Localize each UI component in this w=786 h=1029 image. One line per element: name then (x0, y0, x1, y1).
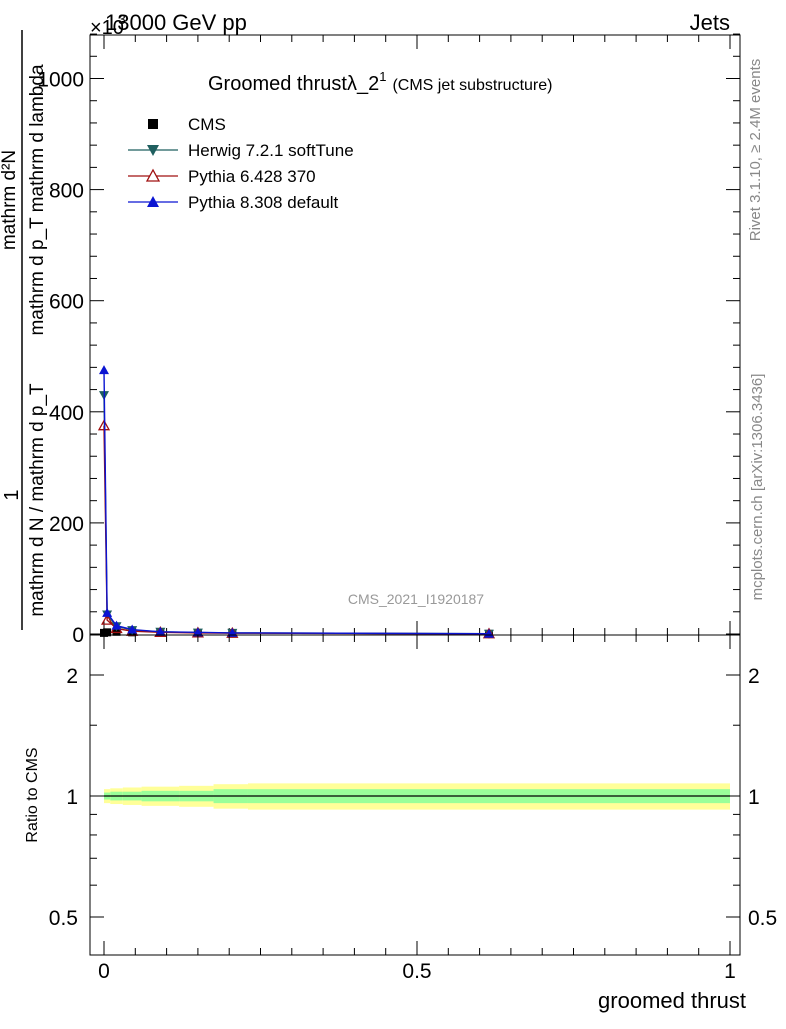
main-y-tick-label: 1000 (37, 69, 84, 92)
process-label: Jets (690, 10, 730, 35)
legend-item: Herwig 7.2.1 softTune (128, 141, 354, 160)
main-panel: 0 200 400 600 800 1000 Groomed thrustλ_21 (CMS… (37, 33, 741, 647)
x-tick-label: 0.5 (402, 960, 431, 983)
legend-label: Herwig 7.2.1 softTune (188, 141, 354, 160)
data-point (102, 607, 113, 617)
legend-marker (147, 196, 159, 207)
chart-title: Groomed thrustλ_21 (CMS jet substructure) (208, 69, 552, 95)
main-y-tick-label: 200 (49, 513, 84, 536)
ratio-y-tick-label-right: 1 (748, 786, 760, 809)
chart-title-main: Groomed thrustλ_2 (208, 73, 379, 95)
legend-marker (148, 119, 158, 129)
data-point (155, 626, 166, 636)
legend: CMS Herwig 7.2.1 softTune Pythia 6.428 370… (128, 115, 354, 212)
ratio-frame (89, 634, 741, 956)
legend-label: Pythia 8.308 default (188, 193, 339, 212)
data-point (127, 624, 138, 634)
legend-item: Pythia 6.428 370 (128, 167, 316, 186)
x-ticks: 0 0.5 1 (98, 635, 736, 983)
ratio-ylabel: Ratio to CMS (24, 747, 41, 842)
ratio-y-tick-label: 0.5 (49, 907, 78, 930)
ylabel-prefix-num: 1 (1, 489, 23, 500)
data-point (103, 628, 112, 637)
data-point (111, 620, 122, 630)
analysis-id: CMS_2021_I1920187 (348, 591, 484, 607)
chart-subtitle: (CMS jet substructure) (392, 77, 552, 94)
mcplots-label: mcplots.cern.ch [arXiv:1306.3436] (749, 374, 766, 601)
ylabel-prefix-den: mathrm d N / mathrm d p_T (27, 383, 48, 617)
energy-label: 13000 GeV pp (105, 10, 247, 35)
main-ylabel: 1 mathrm d N / mathrm d p_T mathrm d²N m… (0, 30, 48, 630)
ratio-y-tick-label: 2 (66, 665, 78, 688)
legend-marker (147, 145, 159, 156)
ratio-panel: 0.5 0.51 12 2 0 0.5 1 Ratio to CMS groomed th… (24, 634, 777, 1013)
y-scale-base: ×10 (90, 17, 124, 39)
x-tick-label: 1 (724, 960, 736, 983)
main-y-tick-label: 600 (49, 291, 84, 314)
legend-item: CMS (148, 115, 226, 134)
main-y-ticks: 0 200 400 600 800 1000 (37, 33, 740, 647)
x-axis-label: groomed thrust (598, 988, 746, 1013)
legend-item: Pythia 8.308 default (128, 193, 339, 212)
main-y-tick-label: 0 (72, 624, 84, 647)
data-point (192, 627, 203, 637)
legend-marker (145, 168, 161, 182)
legend-label: CMS (188, 115, 226, 134)
y-scale-exponent: 3 (118, 11, 126, 27)
main-y-tick-label: 400 (49, 402, 84, 425)
ratio-y-tick-label-right: 0.5 (748, 907, 777, 930)
ylabel-numerator: mathrm d²N (0, 150, 20, 250)
data-point (99, 365, 109, 375)
ratio-y-tick-label-right: 2 (748, 665, 760, 688)
y-scale-factor: ×10 3 (90, 11, 126, 39)
rivet-label: Rivet 3.1.10, ≥ 2.4M events (747, 59, 764, 242)
ratio-y-ticks: 0.5 0.5 1 1 2 2 (49, 665, 777, 930)
data-point (97, 419, 111, 431)
legend-label: Pythia 6.428 370 (188, 167, 316, 186)
x-tick-label: 0 (98, 960, 110, 983)
ratio-y-tick-label: 1 (66, 786, 78, 809)
ylabel-denominator: mathrm d p_T mathrm d lambda (27, 64, 48, 335)
data-point (112, 627, 121, 636)
data-point (101, 613, 114, 625)
main-y-tick-label: 800 (49, 180, 84, 203)
chart-title-sup: 1 (379, 69, 386, 84)
